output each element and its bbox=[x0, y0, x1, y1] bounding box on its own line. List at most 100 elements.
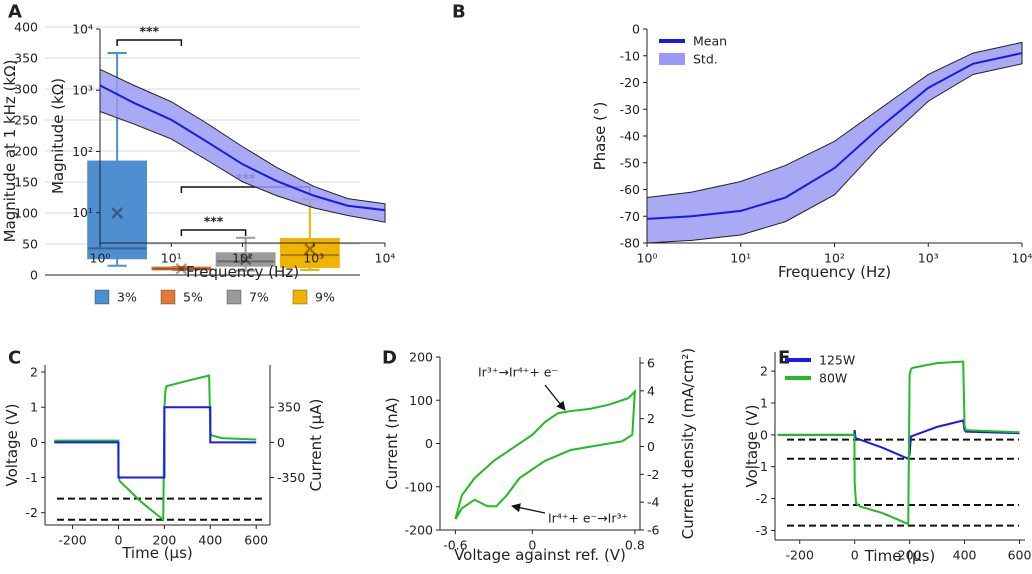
y-tick-label: -1 bbox=[26, 470, 38, 485]
legend-swatch bbox=[94, 289, 110, 305]
annotation: Ir³⁺→Ir⁴⁺+ e⁻ bbox=[478, 365, 558, 380]
x-tick-label: -200 bbox=[58, 533, 86, 548]
line bbox=[99, 84, 386, 212]
significance-bracket bbox=[116, 39, 183, 46]
panel-label: B bbox=[452, 2, 466, 23]
x-tick-label: 0 bbox=[851, 548, 859, 563]
y-axis-label: Phase (°) bbox=[591, 102, 609, 171]
box bbox=[215, 252, 276, 267]
x-tick-label: 10² bbox=[232, 251, 253, 266]
panel-label: A bbox=[8, 2, 22, 23]
line bbox=[454, 389, 637, 520]
y-axis-label: Voltage (V) bbox=[3, 404, 21, 487]
y2-tick-label: 0 bbox=[647, 439, 655, 454]
y2-tick-label: -2 bbox=[647, 467, 659, 482]
x-axis-label: Frequency (Hz) bbox=[186, 263, 299, 281]
x-tick-label: 10¹ bbox=[161, 251, 182, 266]
y2-tick-label: -6 bbox=[647, 523, 660, 538]
x-tick-label: -0.6 bbox=[443, 538, 467, 553]
legend-label: 125W bbox=[819, 353, 855, 368]
legend-label: 9% bbox=[315, 290, 335, 305]
y2-tick-label: 2 bbox=[647, 411, 655, 426]
mean-marker bbox=[111, 207, 124, 219]
significance-label: *** bbox=[204, 214, 224, 229]
significance-label: *** bbox=[139, 24, 159, 39]
line bbox=[646, 52, 1023, 220]
y-tick-label: -2 bbox=[756, 491, 768, 506]
y-tick-label: 350 bbox=[14, 51, 38, 66]
y-tick-label: 0 bbox=[30, 268, 38, 283]
y-tick-label: 400 bbox=[14, 20, 38, 35]
x-tick-label: 200 bbox=[152, 533, 176, 548]
legend-label: Mean bbox=[693, 34, 727, 49]
y-tick-label: -1 bbox=[756, 459, 768, 474]
legend-label: 7% bbox=[249, 290, 269, 305]
legend-swatch bbox=[160, 289, 176, 305]
y-tick-label: -80 bbox=[620, 236, 640, 251]
mean-marker bbox=[303, 243, 316, 255]
y-tick-label: 2 bbox=[760, 364, 768, 379]
box bbox=[87, 160, 148, 260]
y-tick-label: -2 bbox=[26, 505, 38, 520]
y-tick-label: 0 bbox=[425, 436, 433, 451]
legend-swatch bbox=[659, 53, 685, 65]
y-tick-label: 300 bbox=[14, 82, 38, 97]
y2-tick-label: 4 bbox=[647, 383, 655, 398]
x-tick-label: 10³ bbox=[303, 251, 324, 266]
x-axis-label: Frequency (Hz) bbox=[778, 263, 891, 281]
y-tick-label: -20 bbox=[620, 75, 640, 90]
std-band bbox=[646, 41, 1023, 244]
x-tick-label: 0 bbox=[528, 538, 536, 553]
y-tick-label: -10 bbox=[620, 48, 640, 63]
x-tick-label: 400 bbox=[198, 533, 222, 548]
y-tick-label: 200 bbox=[14, 144, 38, 159]
y-tick-label: -70 bbox=[620, 209, 640, 224]
y-tick-label: -30 bbox=[620, 102, 640, 117]
x-tick-label: 10⁰ bbox=[90, 251, 111, 266]
panel-label: E bbox=[778, 348, 790, 369]
x-tick-label: 200 bbox=[898, 548, 922, 563]
box bbox=[279, 238, 340, 268]
y-tick-label: 10¹ bbox=[72, 205, 93, 220]
y-tick-label: 50 bbox=[22, 237, 38, 252]
std-band bbox=[99, 68, 386, 223]
y-tick-label: 250 bbox=[14, 113, 38, 128]
y-tick-label: -100 bbox=[405, 479, 433, 494]
y2-tick-label: 0 bbox=[277, 435, 285, 450]
y-tick-label: -200 bbox=[405, 523, 433, 538]
annotation-arrow bbox=[511, 503, 546, 514]
y-tick-label: 200 bbox=[409, 350, 433, 365]
x-tick-label: 10¹ bbox=[730, 251, 751, 266]
y-tick-label: -50 bbox=[620, 155, 640, 170]
y-tick-label: 0 bbox=[760, 427, 768, 442]
significance-bracket bbox=[180, 229, 247, 236]
y2-tick-label: 350 bbox=[277, 400, 301, 415]
y-tick-label: 0 bbox=[30, 435, 38, 450]
x-tick-label: 0.8 bbox=[625, 538, 645, 553]
x-tick-label: 600 bbox=[244, 533, 268, 548]
y-axis-label: Voltage (V) bbox=[743, 405, 761, 488]
box bbox=[151, 266, 212, 271]
x-axis-label: Voltage against ref. (V) bbox=[454, 546, 626, 564]
y-tick-label: 0 bbox=[632, 22, 640, 37]
x-tick-label: 10³ bbox=[918, 251, 939, 266]
mean-marker bbox=[175, 262, 188, 275]
x-tick-label: 10⁴ bbox=[375, 251, 396, 266]
x-tick-label: -200 bbox=[786, 548, 814, 563]
legend-swatch bbox=[292, 289, 308, 305]
y2-axis-label: Current density (mA/cm²) bbox=[679, 348, 697, 539]
y2-tick-label: -4 bbox=[647, 495, 660, 510]
legend-label: 80W bbox=[819, 371, 847, 386]
y-axis-label: Magnitude at 1 kHz (kΩ) bbox=[1, 60, 19, 243]
y-tick-label: -40 bbox=[620, 129, 640, 144]
y2-tick-label: 6 bbox=[647, 355, 655, 370]
annotation-arrow bbox=[544, 384, 566, 411]
y-tick-label: 150 bbox=[14, 175, 38, 190]
x-tick-label: 10⁴ bbox=[1012, 251, 1032, 266]
y-tick-label: 100 bbox=[409, 393, 433, 408]
x-tick-label: 10⁰ bbox=[637, 251, 658, 266]
x-axis-label: Time (µs) bbox=[121, 544, 193, 562]
y-tick-label: -3 bbox=[756, 523, 768, 538]
